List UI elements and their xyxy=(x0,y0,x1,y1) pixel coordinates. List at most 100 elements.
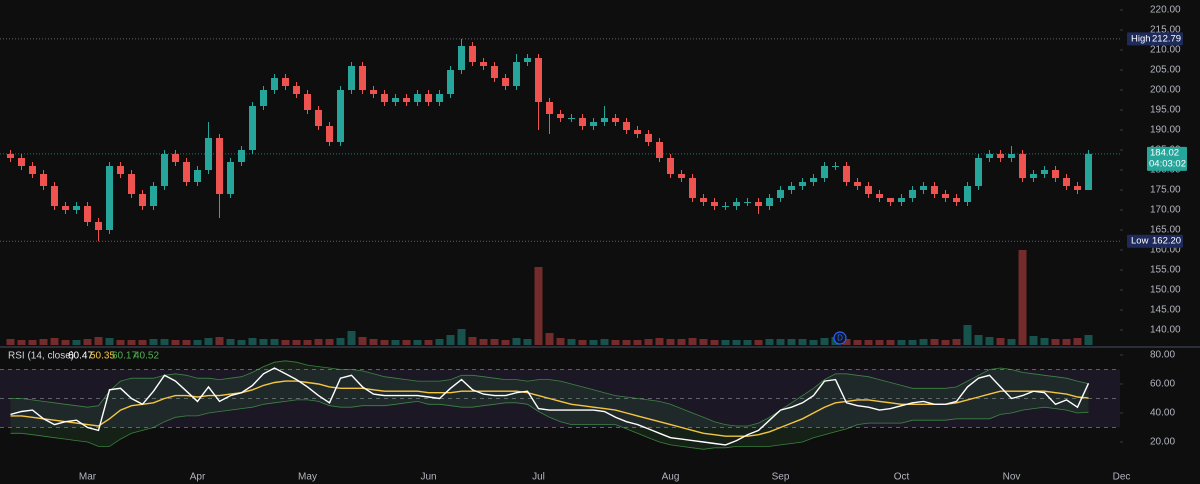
volume-bar xyxy=(952,339,961,345)
volume-bar xyxy=(754,340,763,345)
candle-body xyxy=(799,182,806,186)
rsi-legend-value: 40.52 xyxy=(134,351,159,362)
price-line-value: 162.20 xyxy=(1152,236,1181,247)
volume-bar xyxy=(28,340,37,345)
volume-bar xyxy=(941,340,950,345)
volume-bar xyxy=(600,339,609,345)
candle-body xyxy=(62,206,69,210)
candle-body xyxy=(579,118,586,126)
candle-body xyxy=(502,78,509,86)
rsi-band-line xyxy=(10,360,1089,427)
candle-body xyxy=(832,166,839,167)
candle-body xyxy=(447,70,454,94)
candle-body xyxy=(788,186,795,190)
candle-body xyxy=(425,94,432,102)
last-price: 184.02 xyxy=(1150,147,1179,158)
x-tick-label: Apr xyxy=(190,472,206,483)
volume-bar xyxy=(61,340,70,345)
candle-body xyxy=(1008,154,1015,158)
volume-bar xyxy=(391,340,400,345)
candle-body xyxy=(150,186,157,206)
candle-body xyxy=(942,194,949,198)
candle-body xyxy=(766,198,773,206)
volume-layer xyxy=(6,250,1093,345)
candle-body xyxy=(271,78,278,90)
candle-body xyxy=(634,130,641,134)
volume-bar xyxy=(193,340,202,345)
candle-body xyxy=(172,154,179,162)
volume-bar xyxy=(545,333,554,345)
candle-body xyxy=(7,154,14,158)
candle-body xyxy=(876,194,883,198)
candle-body xyxy=(260,90,267,106)
candle-body xyxy=(205,138,212,170)
volume-bar xyxy=(248,338,257,345)
candle-body xyxy=(777,190,784,198)
volume-bar xyxy=(974,335,983,345)
candle-body xyxy=(216,138,223,194)
price-line-value: 212.79 xyxy=(1152,33,1181,44)
candle-body xyxy=(194,170,201,182)
volume-bar xyxy=(468,337,477,345)
volume-bar xyxy=(127,340,136,345)
candle-body xyxy=(238,150,245,162)
candle-body xyxy=(491,66,498,78)
candle-body xyxy=(700,198,707,202)
candle-body xyxy=(1074,186,1081,190)
volume-bar xyxy=(743,340,752,345)
volume-bar xyxy=(6,339,15,345)
candle-body xyxy=(29,166,36,174)
volume-bar xyxy=(1051,339,1060,345)
volume-bar xyxy=(853,340,862,345)
volume-bar xyxy=(666,339,675,345)
volume-bar xyxy=(1062,339,1071,345)
candle-body xyxy=(909,190,916,198)
candle-body xyxy=(854,182,861,186)
volume-bar xyxy=(809,340,818,345)
countdown: 04:03:02 xyxy=(1149,158,1186,169)
y-tick-label: 140.00 xyxy=(1150,325,1181,336)
rsi-layer xyxy=(10,360,1090,450)
volume-bar xyxy=(138,340,147,345)
volume-bar xyxy=(72,340,81,345)
volume-bar xyxy=(996,338,1005,345)
candle-body xyxy=(315,110,322,126)
candle-body xyxy=(810,178,817,182)
candle-body xyxy=(656,142,663,158)
candle-body xyxy=(370,90,377,94)
volume-bar xyxy=(369,339,378,345)
x-tick-label: Jun xyxy=(420,472,436,483)
candle-body xyxy=(755,202,762,206)
volume-bar xyxy=(1084,335,1093,345)
candle-body xyxy=(843,166,850,182)
y-tick-label: 190.00 xyxy=(1150,125,1181,136)
candle-body xyxy=(73,206,80,210)
volume-bar xyxy=(875,340,884,345)
volume-bar xyxy=(919,339,928,345)
candle-body xyxy=(227,162,234,194)
volume-bar xyxy=(1073,338,1082,345)
volume-bar xyxy=(347,331,356,345)
x-tick-label: Sep xyxy=(772,472,790,483)
candle-body xyxy=(931,186,938,194)
candle-body xyxy=(733,202,740,206)
volume-bar xyxy=(1029,336,1038,345)
y-tick-label: 170.00 xyxy=(1150,205,1181,216)
candle-body xyxy=(568,118,575,119)
candle-body xyxy=(557,114,564,118)
candle-body xyxy=(865,186,872,194)
volume-bar xyxy=(699,339,708,345)
volume-bar xyxy=(644,339,653,345)
volume-bar xyxy=(479,339,488,345)
candle-body xyxy=(711,202,718,206)
candle-body xyxy=(282,78,289,86)
candle-body xyxy=(84,206,91,222)
volume-bar xyxy=(83,339,92,345)
candle-body xyxy=(95,222,102,230)
x-tick-label: Aug xyxy=(662,472,680,483)
volume-bar xyxy=(655,338,664,345)
price-layer xyxy=(7,38,1092,242)
volume-bar xyxy=(325,339,334,345)
candle-body xyxy=(1030,174,1037,178)
